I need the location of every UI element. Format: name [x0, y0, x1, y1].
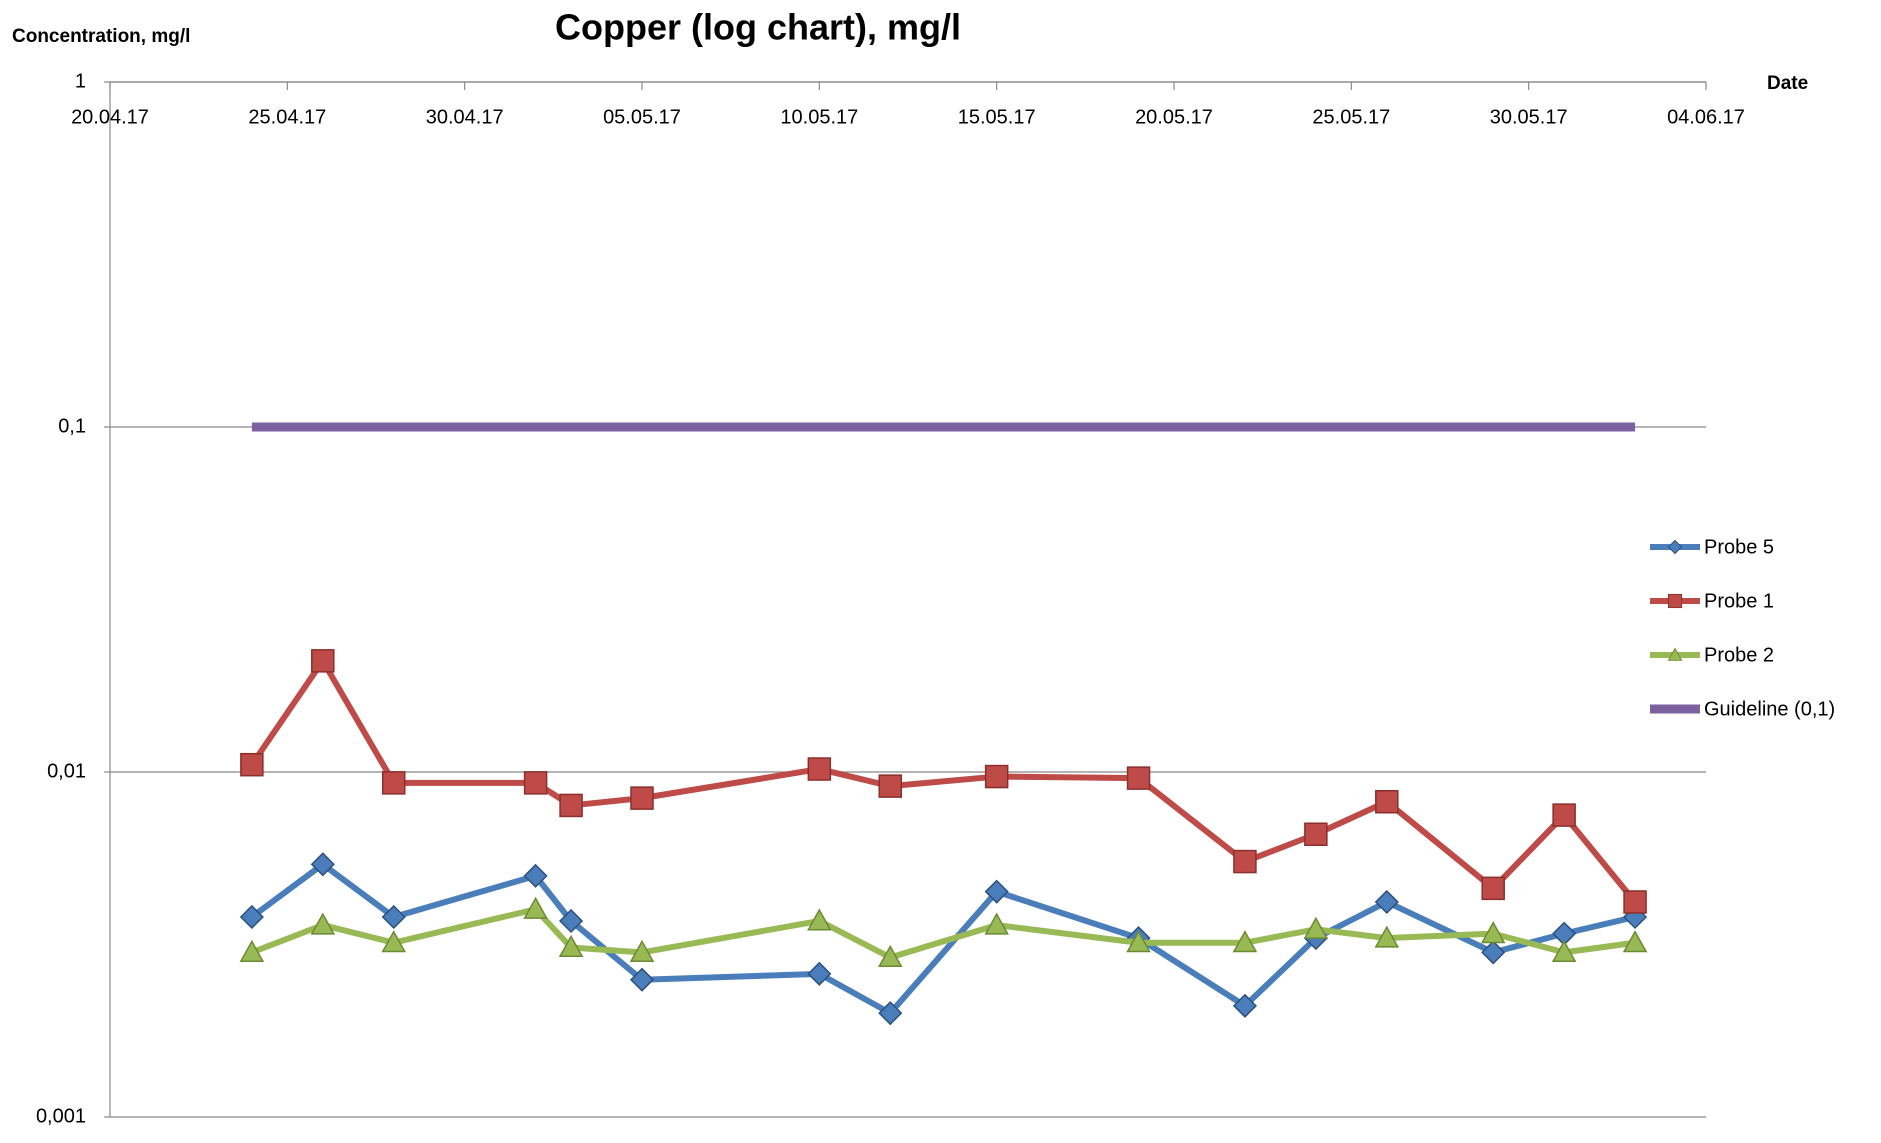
legend-label: Probe 2	[1704, 644, 1774, 666]
x-tick-label: 04.06.17	[1667, 106, 1745, 128]
point	[1126, 930, 1151, 953]
x-tick-label: 20.05.17	[1135, 106, 1213, 128]
chart-title: Copper (log chart), mg/l	[555, 7, 961, 48]
point	[523, 863, 548, 888]
point	[1481, 876, 1505, 901]
x-axis-label: Date	[1767, 73, 1808, 94]
point	[1375, 789, 1399, 814]
x-tick-label: 05.05.17	[603, 106, 681, 128]
legend-marker	[1667, 539, 1683, 555]
point	[807, 757, 832, 781]
point	[1552, 803, 1576, 827]
x-tick-label: 10.05.17	[780, 106, 858, 128]
point	[1232, 930, 1258, 953]
legend-label: Probe 1	[1704, 590, 1774, 612]
point	[1232, 993, 1257, 1018]
point	[1374, 889, 1399, 915]
point	[523, 771, 548, 795]
x-tick-label: 15.05.17	[958, 106, 1036, 128]
point	[311, 649, 335, 673]
point	[559, 908, 584, 934]
y-tick-label: 0,001	[36, 1105, 86, 1127]
point	[630, 786, 654, 810]
point	[878, 1001, 903, 1026]
point	[239, 904, 264, 930]
point	[629, 939, 655, 962]
point	[807, 908, 832, 931]
point	[1622, 930, 1648, 953]
point	[239, 939, 265, 962]
point	[984, 764, 1009, 789]
point	[1551, 939, 1577, 962]
point	[1126, 766, 1151, 790]
point	[381, 904, 406, 930]
legend-label: Probe 5	[1704, 536, 1774, 558]
point	[1304, 822, 1328, 847]
point	[523, 896, 548, 919]
point	[984, 912, 1009, 935]
point	[558, 934, 584, 958]
y-tick-label: 0,1	[58, 415, 86, 437]
series-line	[250, 906, 1636, 961]
point	[1623, 890, 1647, 914]
point	[1481, 940, 1506, 965]
y-axis-label: Concentration, mg/l	[12, 26, 190, 47]
y-tick-label: 1	[75, 70, 86, 92]
point	[1303, 916, 1329, 939]
point	[1374, 925, 1400, 948]
point	[984, 879, 1009, 904]
series-line	[250, 861, 1636, 1017]
legend-marker	[1667, 593, 1683, 609]
y-tick-label: 0,01	[47, 760, 86, 782]
x-tick-label: 20.04.17	[71, 106, 149, 128]
legend-label: Guideline (0,1)	[1704, 698, 1835, 720]
x-tick-label: 25.05.17	[1312, 106, 1390, 128]
point	[878, 774, 903, 798]
point	[381, 930, 407, 953]
point	[240, 752, 264, 777]
series-line	[249, 657, 1638, 904]
point	[1233, 849, 1257, 874]
point	[807, 961, 832, 986]
point	[381, 771, 406, 795]
point	[877, 944, 903, 968]
x-tick-label: 25.04.17	[248, 106, 326, 128]
point	[310, 852, 335, 877]
point	[629, 967, 655, 992]
point	[310, 912, 336, 935]
legend-marker	[1667, 647, 1683, 661]
x-tick-label: 30.05.17	[1490, 106, 1568, 128]
point	[1480, 921, 1506, 944]
x-tick-label: 30.04.17	[426, 106, 504, 128]
point	[559, 793, 583, 818]
